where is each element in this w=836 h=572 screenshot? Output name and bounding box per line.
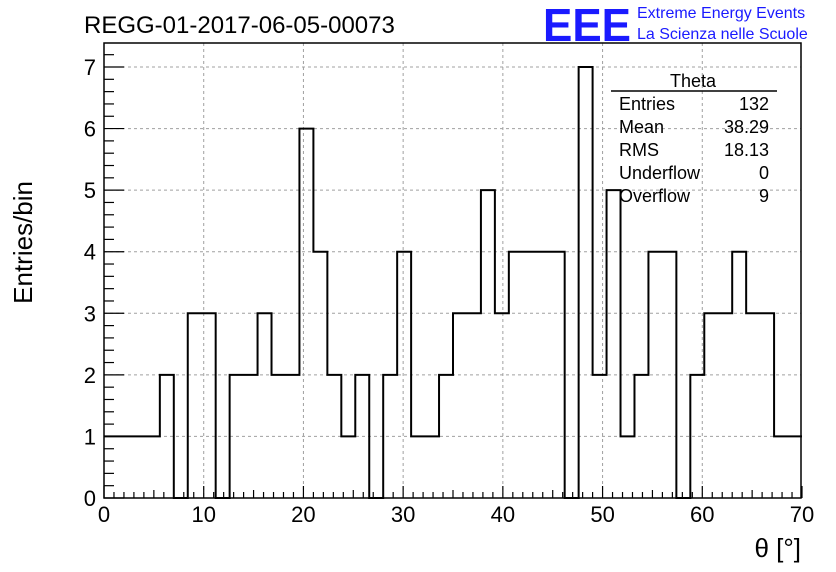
x-tick-label: 30 bbox=[391, 502, 415, 527]
histogram-bin bbox=[467, 313, 481, 498]
stats-row-label: Underflow bbox=[619, 163, 701, 183]
eee-logo: EEE Extreme Energy Events La Scienza nel… bbox=[543, 0, 808, 51]
histogram-bin bbox=[481, 190, 495, 498]
histogram-bin bbox=[341, 436, 355, 498]
stats-row-label: Entries bbox=[619, 94, 675, 114]
histogram-bin bbox=[621, 436, 635, 498]
histogram-bin bbox=[607, 190, 621, 498]
histogram-bin bbox=[327, 375, 341, 498]
x-tick-label: 0 bbox=[98, 502, 110, 527]
histogram-bin bbox=[523, 252, 537, 498]
histogram-bin bbox=[746, 313, 760, 498]
histogram-bin bbox=[118, 436, 132, 498]
histogram-bin bbox=[788, 436, 802, 498]
histogram-bin bbox=[160, 375, 174, 498]
eee-logo-mark: EEE bbox=[543, 0, 631, 51]
histogram-bin bbox=[383, 375, 397, 498]
stats-box-rows: Entries 132 Mean 38.29 RMS 18.13 Underflow 0 Ove… bbox=[619, 94, 769, 206]
x-tick-label: 20 bbox=[291, 502, 315, 527]
x-tick-label: 70 bbox=[790, 502, 814, 527]
histogram-bin bbox=[397, 252, 411, 498]
histogram-bin bbox=[704, 313, 718, 498]
histogram-bin bbox=[662, 252, 676, 498]
axis-ticks bbox=[103, 54, 803, 499]
stats-row-value: 18.13 bbox=[724, 140, 769, 160]
histogram-bin bbox=[760, 313, 774, 498]
histogram-bin bbox=[188, 313, 202, 498]
y-axis-title: Entries/bin bbox=[8, 181, 38, 304]
y-tick-label: 2 bbox=[84, 363, 96, 388]
histogram-bin bbox=[132, 436, 146, 498]
stats-box-title: Theta bbox=[670, 71, 717, 91]
y-tick-label: 6 bbox=[84, 117, 96, 142]
histogram-bin bbox=[299, 129, 313, 498]
histogram-bin bbox=[202, 313, 216, 498]
histogram-bin bbox=[718, 313, 732, 498]
histogram-bin bbox=[313, 252, 327, 498]
histogram-bin bbox=[230, 375, 244, 498]
y-tick-label: 0 bbox=[84, 486, 96, 511]
y-tick-label: 3 bbox=[84, 301, 96, 326]
x-tick-label: 60 bbox=[690, 502, 714, 527]
y-tick-label: 1 bbox=[84, 424, 96, 449]
y-tick-labels: 0 1 2 3 4 5 6 7 bbox=[84, 55, 96, 511]
x-tick-label: 50 bbox=[590, 502, 614, 527]
histogram-bin bbox=[579, 67, 593, 498]
histogram-bin bbox=[285, 375, 299, 498]
x-tick-label: 10 bbox=[191, 502, 215, 527]
histogram-bin bbox=[146, 436, 160, 498]
stats-row-value: 38.29 bbox=[724, 117, 769, 137]
chart-title: REGG-01-2017-06-05-00073 bbox=[84, 12, 395, 39]
histogram-bin bbox=[634, 375, 648, 498]
y-tick-label: 4 bbox=[84, 240, 96, 265]
stats-row-value: 0 bbox=[759, 163, 769, 183]
histogram-bin bbox=[258, 313, 272, 498]
histogram-bin bbox=[272, 375, 286, 498]
stats-row-label: Mean bbox=[619, 117, 664, 137]
stats-row-value: 132 bbox=[739, 94, 769, 114]
eee-logo-line1: Extreme Energy Events bbox=[637, 5, 805, 22]
histogram-bin bbox=[537, 252, 551, 498]
histogram-bin bbox=[244, 375, 258, 498]
histogram-bin bbox=[690, 375, 704, 498]
stats-row-label: Overflow bbox=[619, 186, 691, 206]
eee-logo-line2: La Scienza nelle Scuole bbox=[637, 26, 808, 43]
histogram-bin bbox=[495, 313, 509, 498]
histogram-bin bbox=[648, 252, 662, 498]
histogram-bin bbox=[509, 252, 523, 498]
histogram-bin bbox=[453, 313, 467, 498]
histogram-bin bbox=[355, 375, 369, 498]
x-tick-labels: 0 10 20 30 40 50 60 70 bbox=[98, 502, 814, 527]
x-tick-label: 40 bbox=[491, 502, 515, 527]
stats-box: Theta Entries 132 Mean 38.29 RMS 18.13 Underfl… bbox=[611, 71, 777, 206]
histogram-bins bbox=[104, 67, 802, 498]
histogram-bin bbox=[774, 436, 788, 498]
histogram-bin bbox=[104, 436, 118, 498]
histogram-bin bbox=[439, 375, 453, 498]
histogram-bin bbox=[411, 436, 425, 498]
stats-row-value: 9 bbox=[759, 186, 769, 206]
y-tick-label: 5 bbox=[84, 178, 96, 203]
histogram-bin bbox=[593, 375, 607, 498]
x-axis-title: θ [°] bbox=[754, 533, 801, 563]
histogram-bin bbox=[551, 252, 565, 498]
stats-row-label: RMS bbox=[619, 140, 659, 160]
y-tick-label: 7 bbox=[84, 55, 96, 80]
histogram-bin bbox=[425, 436, 439, 498]
histogram-bin bbox=[732, 252, 746, 498]
